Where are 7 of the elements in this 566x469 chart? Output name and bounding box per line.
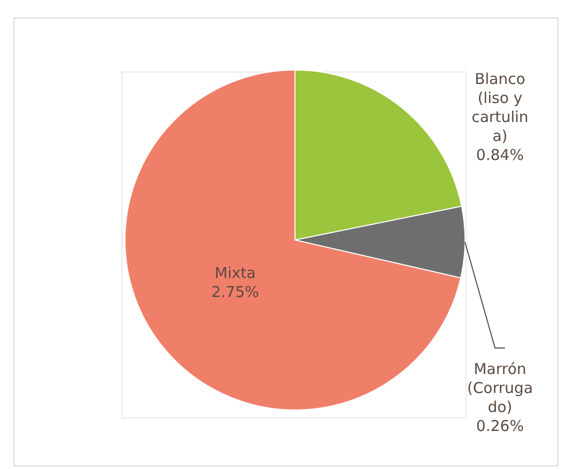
data-label: 0.84% (476, 146, 524, 164)
slice-label: Mixta (214, 264, 256, 282)
pie-slice (124, 70, 462, 410)
slice-label: Blanco (liso y cartulina) (472, 70, 528, 145)
data-label: 2.75% (211, 283, 260, 302)
slice-label: Marrón (Corrugado) (467, 360, 533, 416)
data-label: 0.26% (476, 417, 524, 435)
